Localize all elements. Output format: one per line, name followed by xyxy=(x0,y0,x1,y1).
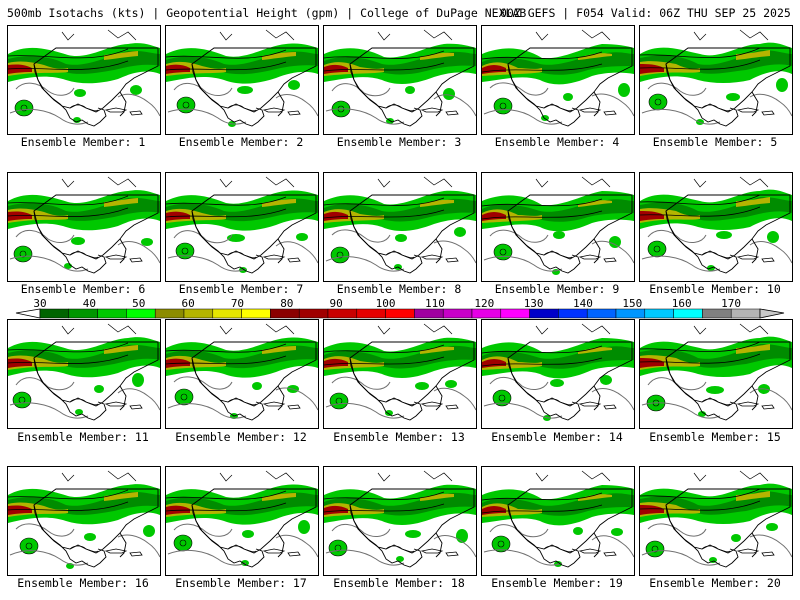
colorbar-swatch xyxy=(68,308,98,319)
colorbar-swatch xyxy=(212,308,242,319)
ensemble-member-label: Ensemble Member: 1 xyxy=(20,135,146,149)
header: 500mb Isotachs (kts) | Geopotential Heig… xyxy=(0,0,800,24)
colorbar-swatch xyxy=(154,308,185,319)
colorbar-tick-label: 80 xyxy=(280,297,294,310)
ensemble-member-label: Ensemble Member: 17 xyxy=(175,576,307,590)
ensemble-map-panel xyxy=(323,25,477,135)
ensemble-member-label: Ensemble Member: 16 xyxy=(17,576,149,590)
colorbar-swatch xyxy=(183,308,214,319)
colorbar-swatch xyxy=(414,308,444,319)
colorbar-tick-label: 130 xyxy=(523,297,544,310)
colorbar-swatch xyxy=(39,308,70,319)
ensemble-member-label: Ensemble Member: 8 xyxy=(336,282,462,296)
ensemble-member-label: Ensemble Member: 11 xyxy=(17,430,149,444)
ensemble-map-panel xyxy=(165,466,319,576)
colorbar-swatch xyxy=(644,308,674,319)
ensemble-map-panel xyxy=(165,25,319,135)
run-info: 00Z GEFS | F054 Valid: 06Z THU SEP 25 20… xyxy=(500,6,791,20)
ensemble-map-panel xyxy=(639,25,793,135)
ensemble-map-panel xyxy=(7,172,161,282)
colorbar-swatch xyxy=(558,308,588,319)
ensemble-member-label: Ensemble Member: 4 xyxy=(494,135,620,149)
ensemble-map-panel xyxy=(481,466,635,576)
ensemble-map-panel xyxy=(323,319,477,429)
ensemble-map-panel xyxy=(323,172,477,282)
ensemble-member-label: Ensemble Member: 20 xyxy=(649,576,781,590)
ensemble-map-panel xyxy=(7,319,161,429)
colorbar-swatch xyxy=(702,308,732,319)
colorbar-swatch xyxy=(586,308,617,319)
colorbar-tick-label: 100 xyxy=(375,297,396,310)
ensemble-member-label: Ensemble Member: 12 xyxy=(175,430,307,444)
colorbar-tick-label: 120 xyxy=(474,297,495,310)
colorbar-swatch xyxy=(298,308,329,319)
colorbar-swatch xyxy=(356,308,386,319)
ensemble-member-label: Ensemble Member: 5 xyxy=(652,135,778,149)
colorbar xyxy=(15,308,785,319)
ensemble-map-panel xyxy=(7,466,161,576)
ensemble-member-label: Ensemble Member: 18 xyxy=(333,576,465,590)
ensemble-member-label: Ensemble Member: 3 xyxy=(336,135,462,149)
colorbar-swatch xyxy=(126,308,156,319)
colorbar-over-arrow xyxy=(759,308,785,319)
ensemble-map-panel xyxy=(481,172,635,282)
ensemble-map-panel xyxy=(165,172,319,282)
colorbar-tick-label: 140 xyxy=(573,297,593,310)
colorbar-swatch xyxy=(673,308,703,319)
colorbar-swatch xyxy=(529,308,559,319)
ensemble-member-label: Ensemble Member: 15 xyxy=(649,430,781,444)
ensemble-map-panel xyxy=(165,319,319,429)
ensemble-map-panel xyxy=(7,25,161,135)
colorbar-tick-label: 150 xyxy=(622,297,643,310)
colorbar-swatch xyxy=(730,308,761,319)
colorbar-swatch xyxy=(615,308,646,319)
colorbar-swatch xyxy=(241,308,271,319)
colorbar-swatch xyxy=(500,308,530,319)
colorbar-swatch xyxy=(442,308,473,319)
ensemble-member-label: Ensemble Member: 2 xyxy=(178,135,304,149)
colorbar-tick-label: 30 xyxy=(33,297,47,310)
colorbar-under-arrow xyxy=(15,308,41,319)
colorbar-tick-label: 110 xyxy=(424,297,445,310)
ensemble-member-label: Ensemble Member: 10 xyxy=(649,282,781,296)
colorbar-tick-label: 40 xyxy=(82,297,96,310)
ensemble-member-label: Ensemble Member: 9 xyxy=(494,282,620,296)
ensemble-member-label: Ensemble Member: 7 xyxy=(178,282,304,296)
ensemble-map-panel xyxy=(639,319,793,429)
colorbar-swatch xyxy=(385,308,415,319)
colorbar-tick-label: 70 xyxy=(230,297,245,310)
title: 500mb Isotachs (kts) | Geopotential Heig… xyxy=(7,6,527,20)
ensemble-map-panel xyxy=(481,319,635,429)
colorbar-swatch xyxy=(327,308,358,319)
ensemble-map-panel xyxy=(481,25,635,135)
ensemble-member-label: Ensemble Member: 6 xyxy=(20,282,146,296)
colorbar-swatch xyxy=(471,308,502,319)
ensemble-map-panel xyxy=(639,172,793,282)
colorbar-tick-label: 170 xyxy=(721,297,742,310)
ensemble-member-label: Ensemble Member: 14 xyxy=(491,430,623,444)
colorbar-swatch xyxy=(97,308,127,319)
colorbar-tick-label: 90 xyxy=(329,297,343,310)
colorbar-tick-label: 50 xyxy=(132,297,146,310)
ensemble-member-label: Ensemble Member: 19 xyxy=(491,576,623,590)
colorbar-tick-label: 60 xyxy=(181,297,195,310)
ensemble-member-label: Ensemble Member: 13 xyxy=(333,430,465,444)
colorbar-labels: 30 40 50 60 70 80 90 100 110 120 130 140 150 160 170 xyxy=(0,297,800,310)
ensemble-map-panel xyxy=(323,466,477,576)
colorbar-swatch xyxy=(270,308,300,319)
ensemble-map-panel xyxy=(639,466,793,576)
colorbar-tick-label: 160 xyxy=(671,297,692,310)
